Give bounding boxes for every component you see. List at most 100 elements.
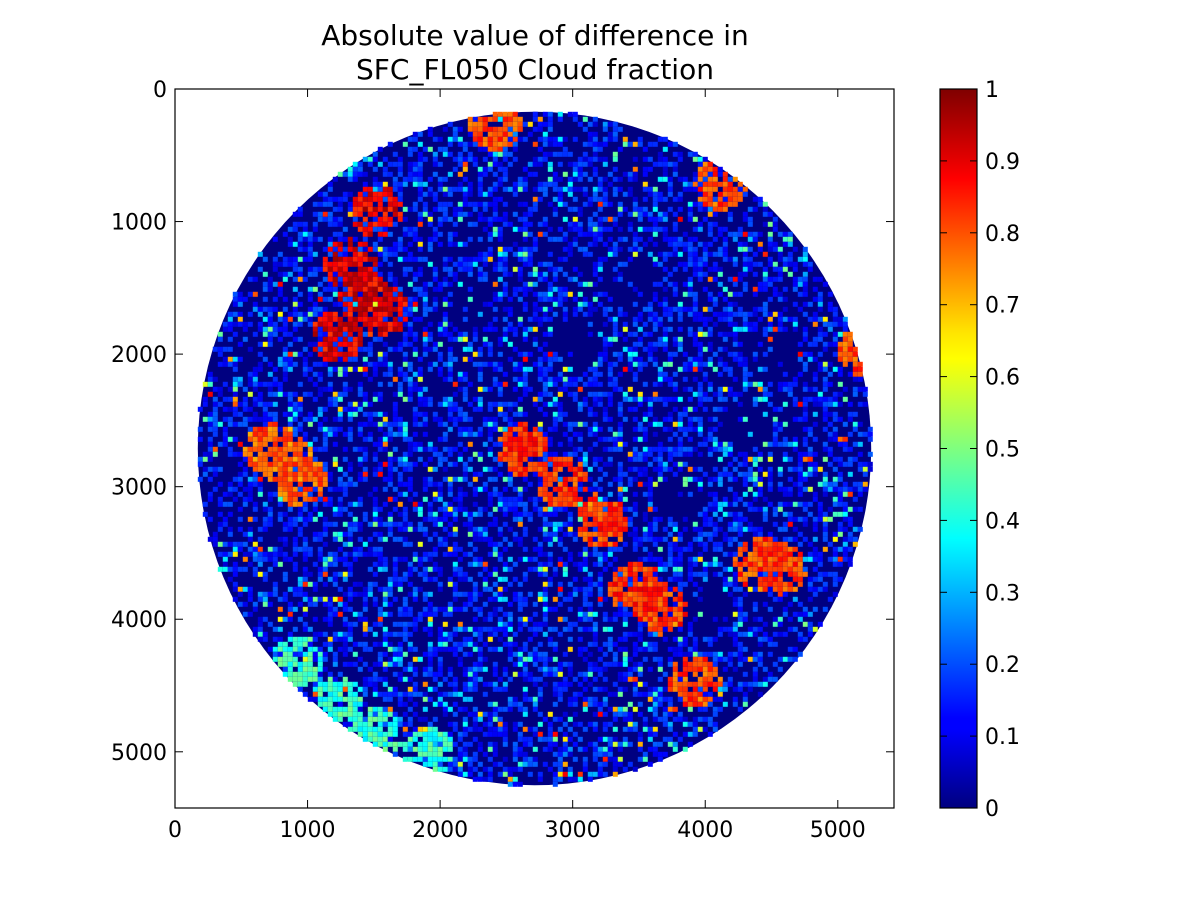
heatmap-cell xyxy=(507,466,513,472)
heatmap-cell xyxy=(332,281,338,287)
heatmap-cell xyxy=(567,186,573,192)
heatmap-cell xyxy=(552,151,558,157)
heatmap-cell xyxy=(337,391,343,397)
heatmap-cell xyxy=(602,416,608,422)
heatmap-cell xyxy=(322,471,328,477)
heatmap-cell xyxy=(517,436,523,442)
heatmap-cell xyxy=(387,186,393,192)
heatmap-cell xyxy=(522,411,528,417)
heatmap-cell xyxy=(762,506,768,512)
heatmap-cell xyxy=(292,401,298,407)
heatmap-cell xyxy=(667,456,673,462)
heatmap-cell xyxy=(317,496,323,502)
heatmap-cell xyxy=(327,496,333,502)
heatmap-cell xyxy=(362,316,368,322)
heatmap-cell xyxy=(647,226,653,232)
heatmap-cell xyxy=(402,206,408,212)
heatmap-cell xyxy=(342,351,348,357)
heatmap-cell xyxy=(792,446,798,452)
heatmap-cell xyxy=(442,436,448,442)
heatmap-cell xyxy=(312,321,318,327)
heatmap-cell xyxy=(692,331,698,337)
heatmap-cell xyxy=(527,481,533,487)
heatmap-cell xyxy=(302,316,308,322)
heatmap-cell xyxy=(582,471,588,477)
heatmap-cell xyxy=(252,396,258,402)
heatmap-cell xyxy=(222,501,228,507)
heatmap-cell xyxy=(827,421,833,427)
heatmap-cell xyxy=(537,291,543,297)
heatmap-cell xyxy=(497,131,503,137)
heatmap-cell xyxy=(207,446,213,452)
heatmap-cell xyxy=(717,396,723,402)
heatmap-cell xyxy=(492,456,498,462)
heatmap-cell xyxy=(432,531,438,537)
heatmap-cell xyxy=(772,506,778,512)
heatmap-cell xyxy=(402,456,408,462)
heatmap-cell xyxy=(537,456,543,462)
heatmap-cell xyxy=(302,231,308,237)
heatmap-cell xyxy=(532,341,538,347)
heatmap-cell xyxy=(377,221,383,227)
heatmap-cell xyxy=(582,456,588,462)
heatmap-cell xyxy=(477,266,483,272)
heatmap-cell xyxy=(572,236,578,242)
heatmap-cell xyxy=(272,326,278,332)
heatmap-cell xyxy=(672,351,678,357)
heatmap-cell xyxy=(207,451,213,457)
heatmap-cell xyxy=(412,161,418,167)
heatmap-cell xyxy=(207,381,213,387)
heatmap-cell xyxy=(312,471,318,477)
heatmap-cell xyxy=(227,541,233,547)
heatmap-cell xyxy=(707,161,713,167)
heatmap-cell xyxy=(402,436,408,442)
heatmap-cell xyxy=(677,396,683,402)
heatmap-cell xyxy=(362,421,368,427)
heatmap-cell xyxy=(597,426,603,432)
heatmap-cell xyxy=(797,486,803,492)
heatmap-cell xyxy=(837,331,843,337)
heatmap-cell xyxy=(482,156,488,162)
heatmap-cell xyxy=(397,291,403,297)
heatmap-cell xyxy=(862,471,868,477)
heatmap-cell xyxy=(542,381,548,387)
heatmap-cell xyxy=(632,406,638,412)
heatmap-cell xyxy=(397,211,403,217)
heatmap-cell xyxy=(432,286,438,292)
heatmap-cell xyxy=(717,231,723,237)
heatmap-cell xyxy=(322,386,328,392)
heatmap-cell xyxy=(287,446,293,452)
heatmap-cell xyxy=(817,366,823,372)
heatmap-cell xyxy=(667,521,673,527)
heatmap-cell xyxy=(742,501,748,507)
heatmap-cell xyxy=(517,396,523,402)
heatmap-cell xyxy=(337,231,343,237)
heatmap-cell xyxy=(587,501,593,507)
heatmap-cell xyxy=(697,481,703,487)
heatmap-cell xyxy=(327,221,333,227)
heatmap-cell xyxy=(362,446,368,452)
heatmap-cell xyxy=(602,411,608,417)
heatmap-cell xyxy=(472,141,478,147)
heatmap-cell xyxy=(597,186,603,192)
heatmap-cell xyxy=(587,431,593,437)
heatmap-cell xyxy=(302,391,308,397)
heatmap-cell xyxy=(487,466,493,472)
heatmap-cell xyxy=(812,401,818,407)
heatmap-cell xyxy=(317,266,323,272)
heatmap-cell xyxy=(312,456,318,462)
heatmap-cell xyxy=(382,226,388,232)
heatmap-cell xyxy=(592,171,598,177)
heatmap-cell xyxy=(827,461,833,467)
heatmap-cell xyxy=(382,341,388,347)
heatmap-cell xyxy=(557,116,563,122)
heatmap-cell xyxy=(417,506,423,512)
heatmap-cell xyxy=(747,206,753,212)
heatmap-cell xyxy=(732,521,738,527)
heatmap-cell xyxy=(487,451,493,457)
heatmap-cell xyxy=(262,506,268,512)
heatmap-cell xyxy=(862,466,868,472)
heatmap-cell xyxy=(507,481,513,487)
heatmap-cell xyxy=(322,316,328,322)
heatmap-cell xyxy=(407,171,413,177)
